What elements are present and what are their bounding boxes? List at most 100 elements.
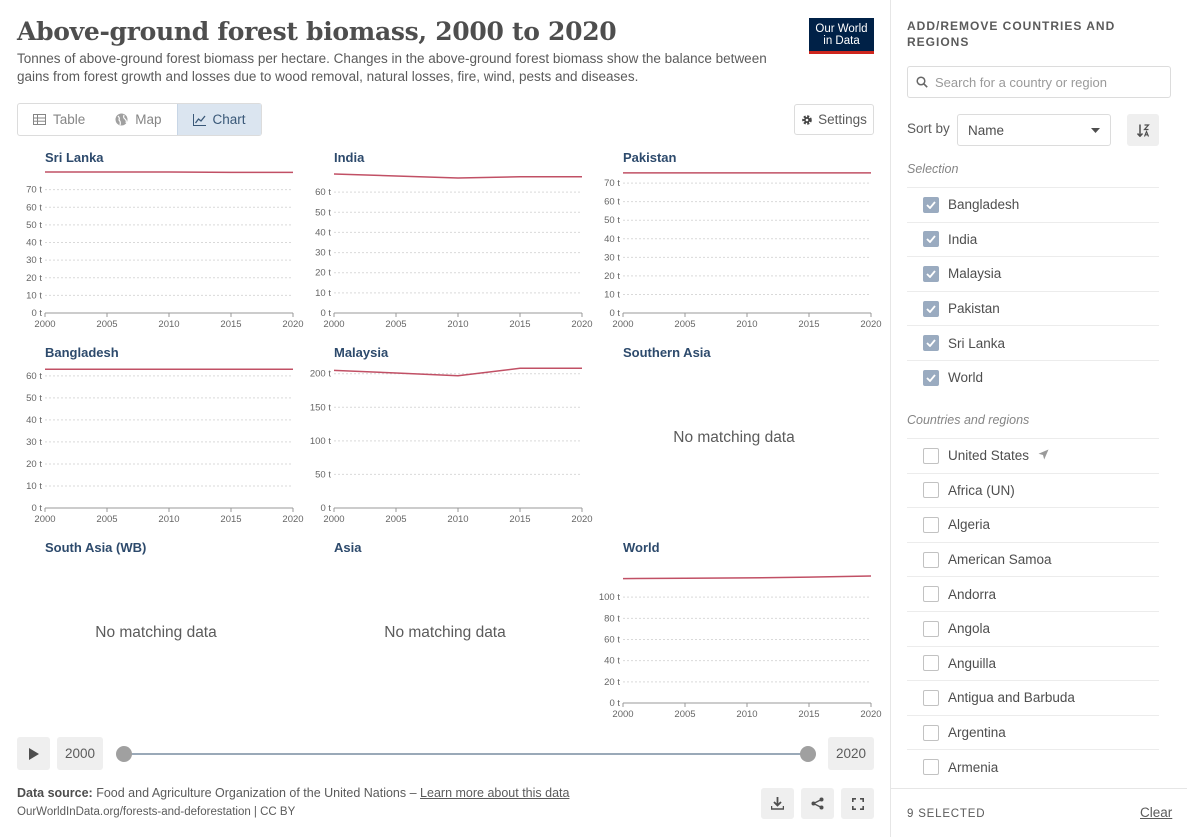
country-item-angola[interactable]: Angola [907,610,1159,646]
y-tick-label: 100 t [310,436,331,447]
country-label: Andorra [948,586,997,602]
checkbox-checked[interactable] [923,335,939,352]
panel-title-pakistan: Pakistan [623,150,677,165]
y-tick-label: 30 t [604,252,620,263]
checkbox[interactable] [923,759,939,776]
globe-icon [115,113,128,126]
country-item-argentina[interactable]: Argentina [907,714,1159,750]
play-button[interactable] [17,737,50,770]
timeline-end-handle[interactable] [800,746,816,762]
selected-count: 9 SELECTED [907,808,986,820]
download-icon [771,797,784,810]
y-tick-label: 40 t [26,415,42,426]
country-item-anguilla[interactable]: Anguilla [907,645,1159,681]
checkbox-checked[interactable] [923,300,939,317]
x-tick-label: 2015 [220,319,241,330]
y-tick-label: 50 t [604,215,620,226]
series-line-malaysia[interactable] [333,367,582,377]
x-tick-label: 2000 [612,319,633,330]
x-tick-label: 2020 [860,709,881,720]
location-arrow-icon [1038,448,1049,463]
checkbox[interactable] [923,482,939,499]
tab-map[interactable]: Map [100,104,176,135]
check-icon [926,270,936,278]
country-label: American Samoa [948,552,1052,568]
country-item-bangladesh[interactable]: Bangladesh [907,187,1159,222]
y-tick-label: 0 t [609,698,620,709]
panel-title-south-asia-wb: South Asia (WB) [45,540,147,555]
checkbox-checked[interactable] [923,265,939,282]
x-tick-label: 2020 [860,319,881,330]
tab-map-label: Map [135,112,162,127]
clear-button[interactable]: Clear [1140,805,1173,820]
country-item-andorra[interactable]: Andorra [907,576,1159,611]
country-label: Bangladesh [948,197,1020,213]
settings-label: Settings [818,112,867,127]
expand-icon [851,797,864,810]
chart-world: 0 t 20 t 40 t 60 t 80 t 100 t 2000 2005 2010 2015… [599,575,882,720]
x-tick-label: 2000 [323,319,344,330]
checkbox[interactable] [923,586,939,603]
timeline-track[interactable] [124,753,808,755]
line-chart-icon [192,113,206,126]
search-icon [916,76,928,88]
chart-india: 0 t 10 t 20 t 30 t 40 t 50 t 60 t 2000 2005 2010 2… [315,173,593,330]
checkbox[interactable] [923,724,939,741]
checkbox-checked[interactable] [923,369,939,386]
y-tick-label: 60 t [604,197,620,208]
series-line-india[interactable] [333,173,582,179]
y-tick-label: 20 t [26,459,42,470]
y-tick-label: 30 t [315,248,331,259]
country-item-africa-un[interactable]: Africa (UN) [907,472,1159,508]
download-button[interactable] [761,788,794,819]
checkbox-checked[interactable] [923,231,939,248]
share-button[interactable] [801,788,834,819]
country-item-american-samoa[interactable]: American Samoa [907,541,1159,577]
country-label: Argentina [948,725,1006,741]
page-subtitle: Tonnes of above-ground forest biomass pe… [17,51,767,84]
country-item-india[interactable]: India [907,221,1159,257]
series-line-world[interactable] [622,575,872,580]
country-item-malaysia[interactable]: Malaysia [907,256,1159,291]
country-item-pakistan[interactable]: Pakistan [907,290,1159,326]
owid-logo[interactable]: Our World in Data [809,18,874,54]
sort-select[interactable]: Name [957,114,1111,146]
y-tick-label: 60 t [315,187,331,198]
country-item-algeria[interactable]: Algeria [907,507,1159,542]
timeline-start-handle[interactable] [116,746,132,762]
checkbox[interactable] [923,516,939,533]
sort-alpha-icon [1136,123,1150,137]
chart-area: Above-ground forest biomass, 2000 to 202… [17,17,882,819]
country-label: World [948,370,984,386]
y-tick-label: 70 t [604,178,620,189]
tab-chart[interactable]: Chart [176,104,261,135]
country-item-antigua-and-barbuda[interactable]: Antigua and Barbuda [907,680,1159,715]
sort-order-button[interactable] [1127,114,1159,146]
search-input[interactable] [935,74,1155,90]
check-icon [926,235,936,244]
country-item-world[interactable]: World [907,359,1159,395]
checkbox-checked[interactable] [923,196,939,213]
checkbox[interactable] [923,551,939,568]
country-item-armenia[interactable]: Armenia [907,749,1159,784]
tab-table[interactable]: Table [18,104,100,135]
country-item-united-states[interactable]: United States [907,438,1159,473]
checkbox[interactable] [923,655,939,672]
learn-more-link[interactable]: Learn more about this data [420,786,570,800]
y-tick-label: 10 t [26,290,42,301]
y-tick-label: 80 t [604,613,620,624]
checkbox[interactable] [923,447,939,464]
country-label: Pakistan [948,301,1000,317]
timeline-end-year[interactable]: 2020 [828,737,874,770]
view-tabs: Table Map Chart [17,103,262,136]
x-tick-label: 2015 [220,514,241,525]
country-item-sri-lanka[interactable]: Sri Lanka [907,325,1159,360]
settings-button[interactable]: Settings [794,104,874,135]
checkbox[interactable] [923,620,939,637]
timeline-start-year[interactable]: 2000 [57,737,103,770]
fullscreen-button[interactable] [841,788,874,819]
y-tick-label: 150 t [310,402,331,413]
y-tick-label: 50 t [315,207,331,218]
logo-line-1: Our World [815,23,868,35]
checkbox[interactable] [923,689,939,706]
